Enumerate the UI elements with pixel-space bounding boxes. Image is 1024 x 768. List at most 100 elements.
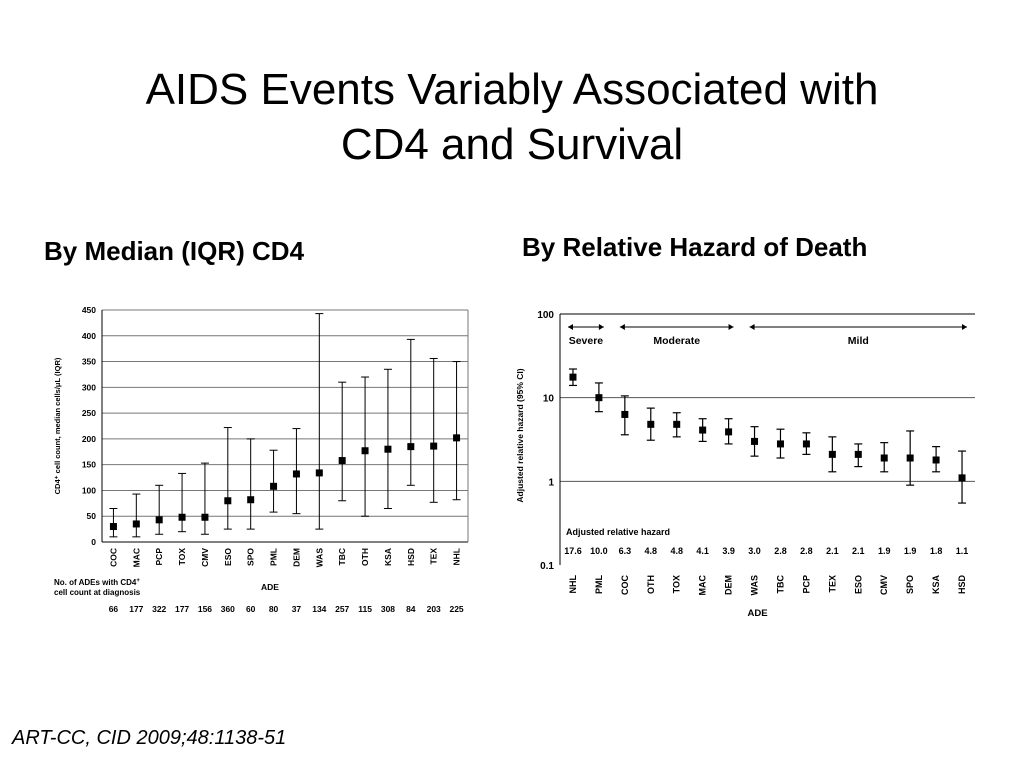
hazard-value-label: 2.1 [826, 546, 839, 556]
counts-row-label-superscript: + [136, 578, 140, 584]
count-label: 177 [129, 604, 143, 614]
x-tick-label: HSD [406, 548, 416, 566]
x-tick-label: COC [620, 575, 630, 596]
hazard-point [932, 456, 940, 464]
hazard-point [647, 420, 655, 428]
hazard-value-label: 1.8 [930, 546, 943, 556]
count-label: 225 [449, 604, 463, 614]
hazard-value-label: 1.9 [878, 546, 891, 556]
x-tick-label: PCP [801, 575, 811, 594]
median-point [155, 516, 163, 524]
x-tick-label: CMV [200, 548, 210, 567]
hazard-value-label: 4.1 [696, 546, 709, 556]
y-tick-label: 0 [91, 537, 96, 547]
x-tick-label: DEM [724, 575, 734, 595]
y-tick-label: 50 [87, 511, 97, 521]
relative-hazard-chart: 0.1 1 10 100 Adjusted relative hazard (95% C… [515, 310, 975, 619]
x-tick-label: KSA [931, 575, 941, 595]
counts-row-label-line-1: No. of ADEs with CD4+ [54, 578, 140, 587]
y-tick-label: 100 [82, 485, 96, 495]
hazard-point [699, 426, 707, 434]
count-label: 134 [312, 604, 326, 614]
median-point [132, 520, 140, 528]
x-tick-label: ESO [223, 548, 233, 566]
y-tick-label: 0.1 [540, 561, 554, 572]
group-label: Mild [848, 335, 869, 347]
y-axis-label: CD4⁺ cell count, median cells/μL (IQR) [53, 357, 62, 494]
hazard-point [880, 454, 888, 462]
y-tick-label: 450 [82, 305, 96, 315]
citation: ART-CC, CID 2009;48:1138-51 [12, 727, 287, 749]
hazard-point [958, 474, 966, 482]
median-point [361, 447, 369, 455]
hazard-value-label: 4.8 [670, 546, 683, 556]
y-tick-label: 10 [543, 394, 555, 405]
group-arrow-head-right [598, 324, 604, 330]
x-tick-label: NHL [568, 575, 578, 594]
y-tick-label: 150 [82, 460, 96, 470]
median-point [109, 523, 117, 531]
y-tick-label: 350 [82, 357, 96, 367]
median-point [247, 496, 255, 504]
x-tick-label: WAS [750, 575, 760, 596]
x-tick-label: MAC [698, 575, 708, 596]
hazard-value-label: 2.8 [800, 546, 813, 556]
median-point [270, 482, 278, 490]
hazard-value-label: 6.3 [619, 546, 632, 556]
group-arrow-head-left [619, 324, 625, 330]
count-label: 60 [246, 604, 256, 614]
median-point [430, 442, 438, 450]
count-label: 257 [335, 604, 349, 614]
x-tick-label: NHL [452, 548, 462, 565]
x-axis-label: ADE [261, 582, 279, 592]
x-axis-label: ADE [747, 608, 767, 619]
median-point [224, 497, 232, 505]
left-panel-heading: By Median (IQR) CD4 [44, 236, 305, 266]
count-label: 37 [292, 604, 302, 614]
cd4-median-chart: 0 50 100 150 200 250 300 350 400 450 CD4⁺ cell cou… [53, 305, 469, 614]
y-tick-label: 400 [82, 331, 96, 341]
median-point [178, 513, 186, 521]
y-tick-label: 250 [82, 408, 96, 418]
group-label: Severe [569, 335, 604, 347]
x-tick-label: PML [269, 548, 279, 566]
x-tick-label: DEM [291, 548, 301, 567]
x-tick-label: TOX [672, 575, 682, 593]
hazard-value-label: 3.0 [748, 546, 761, 556]
x-tick-label: SPO [905, 575, 915, 594]
hazard-value-label: 4.8 [645, 546, 658, 556]
slide-title-line-2: CD4 and Survival [340, 120, 684, 169]
x-tick-label: TBC [337, 548, 347, 565]
median-point [384, 445, 392, 453]
hazard-point [906, 454, 914, 462]
slide-title: AIDS Events Variably Associated with CD4… [0, 62, 1024, 172]
median-point [315, 469, 323, 477]
x-tick-label: MAC [131, 548, 141, 567]
x-tick-label: TEX [827, 575, 837, 593]
x-tick-label: PML [594, 575, 604, 595]
hazard-point [725, 428, 733, 436]
x-tick-label: OTH [360, 548, 370, 566]
x-tick-label: PCP [154, 548, 164, 566]
median-point [453, 434, 461, 442]
x-tick-label: COC [108, 548, 118, 567]
x-tick-label: KSA [383, 548, 393, 566]
count-label: 115 [358, 604, 372, 614]
median-point [338, 457, 346, 465]
count-label: 84 [406, 604, 416, 614]
group-arrow-head-left [749, 324, 755, 330]
y-tick-label: 1 [548, 477, 554, 488]
x-tick-label: OTH [646, 575, 656, 594]
x-tick-label: SPO [246, 548, 256, 566]
hazard-row-label: Adjusted relative hazard [566, 527, 670, 537]
median-point [407, 443, 415, 451]
hazard-point [621, 410, 629, 418]
hazard-value-label: 2.8 [774, 546, 787, 556]
slide-title-line-1: AIDS Events Variably Associated with [145, 65, 879, 114]
x-tick-label: ESO [853, 575, 863, 594]
counts-row-label-line-2: cell count at diagnosis [54, 588, 141, 597]
hazard-point [595, 394, 603, 402]
right-panel-heading: By Relative Hazard of Death [522, 232, 868, 262]
count-label: 322 [152, 604, 166, 614]
hazard-point [802, 440, 810, 448]
